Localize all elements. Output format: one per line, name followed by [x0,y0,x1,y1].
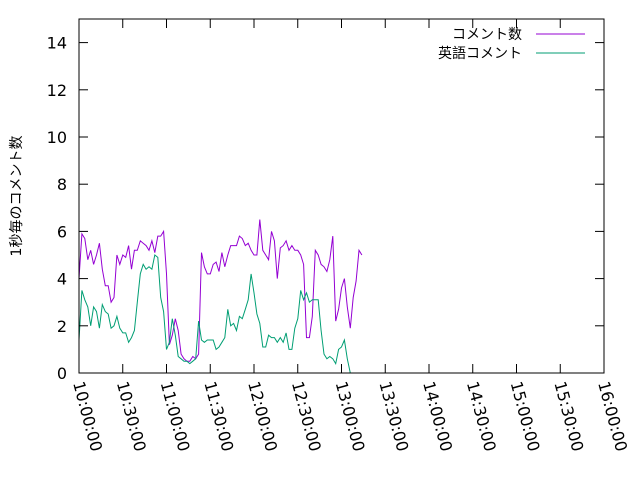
x-tick-label: 11:30:00 [200,379,237,453]
y-tick-label: 6 [57,222,67,241]
x-tick-label: 15:00:00 [507,379,544,453]
x-tick-label: 14:30:00 [463,379,500,453]
plot-frame [78,18,605,374]
x-tick-label: 13:30:00 [375,379,412,453]
x-tick-label: 12:00:00 [244,379,281,453]
series-line-1 [78,219,363,362]
y-tick-label: 2 [57,317,67,336]
y-tick-label: 12 [47,81,67,100]
x-tick-label: 11:00:00 [157,379,194,453]
x-tick-label: 14:00:00 [419,379,456,453]
x-tick-label: 12:30:00 [288,379,325,453]
y-axis: 0 2 4 6 8 10 12 14 [47,34,604,383]
y-tick-label: 8 [57,175,67,194]
x-tick-label: 10:00:00 [69,379,106,453]
x-tick-label: 13:00:00 [332,379,369,453]
x-axis: 10:00:00 10:30:00 11:00:00 11:30:00 12:00:00… [69,19,631,453]
plot-border [78,18,605,374]
y-tick-label: 4 [57,270,67,289]
series-line-2 [78,254,351,374]
y-tick-label: 10 [47,128,67,147]
x-tick-label: 16:00:00 [594,379,631,453]
y-axis-title: 1秒毎のコメント数 [9,136,25,257]
legend-label-2: 英語コメント [438,45,522,62]
series-layer [78,219,363,374]
x-tick-label: 15:30:00 [550,379,587,453]
y-tick-label: 14 [47,34,67,53]
y-tick-label: 0 [57,364,67,383]
legend-label-1: コメント数 [452,27,522,43]
x-tick-label: 10:30:00 [113,379,150,453]
